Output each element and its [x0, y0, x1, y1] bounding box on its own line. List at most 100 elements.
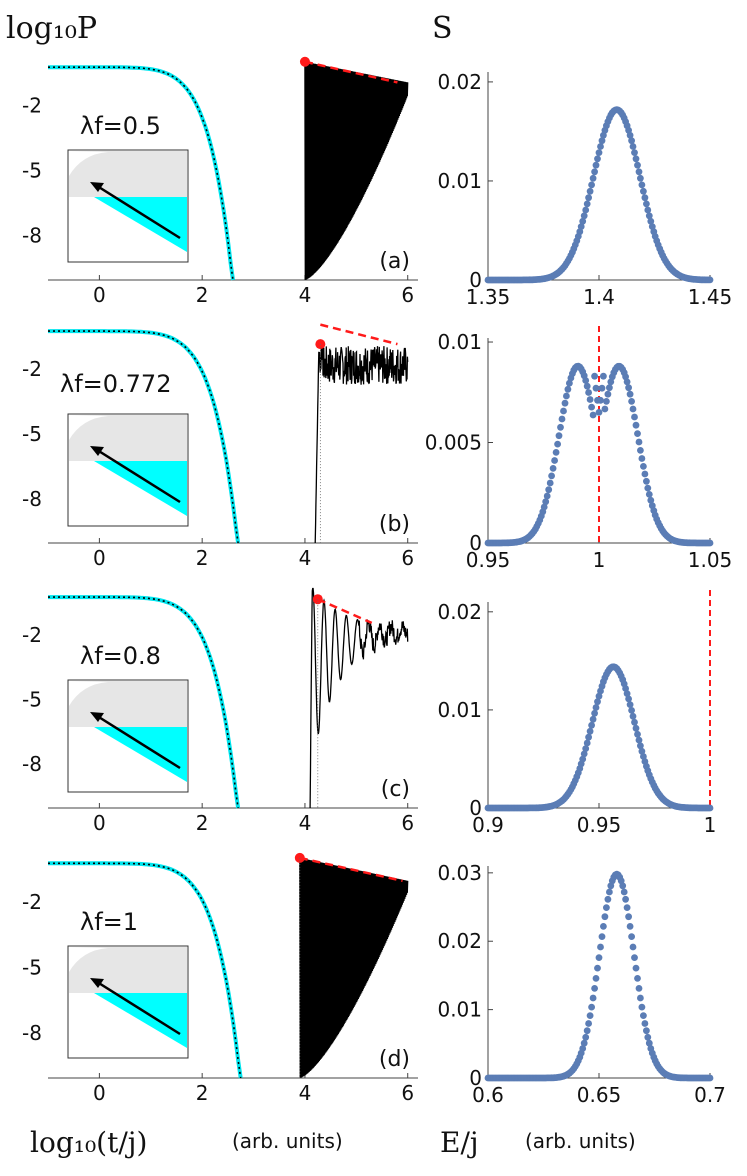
scatter-point — [629, 405, 637, 413]
panel-label: (c) — [381, 777, 410, 802]
x-tick-label: 2 — [196, 1081, 209, 1105]
scatter-point — [623, 904, 631, 911]
inset-gray-region — [69, 947, 187, 993]
right-panel-3: 0 0.01 0.02 0.9 0.95 1 — [437, 590, 716, 837]
scatter-point — [637, 742, 644, 750]
scatter-point — [640, 187, 647, 195]
decay-curve — [48, 330, 239, 544]
inset-arrowhead — [90, 182, 104, 192]
x-tick-label: 0 — [93, 811, 106, 835]
y-tick-label: 0 — [469, 268, 482, 292]
y-tick-label: -2 — [22, 357, 42, 381]
y-tick-label: 0 — [469, 531, 482, 555]
panel-label: (b) — [379, 512, 410, 537]
right-panel-4: 0 0.01 0.02 0.03 0.6 0.65 0.7 — [437, 861, 725, 1107]
envelope-line — [304, 60, 398, 84]
left-ylabel: log₁₀P — [6, 11, 97, 46]
scatter-point — [542, 498, 550, 506]
left-panel-2: 0 2 4 6 -2 -5 -8 λf=0.772 (b) — [22, 323, 418, 570]
scatter-point — [619, 882, 627, 890]
left-panel-4: 0 2 4 6 -2 -5 -8 λf=1 (d) — [22, 852, 418, 1105]
scatter-point — [580, 1039, 588, 1047]
scatter-point — [601, 405, 609, 413]
scatter-point — [706, 539, 714, 547]
scatter-point — [647, 496, 655, 504]
lambda-label: λf=0.772 — [60, 370, 171, 398]
scatter-point — [603, 398, 610, 405]
decay-curve — [48, 66, 234, 281]
x-tick-label: 0 — [93, 283, 106, 307]
scatter-point — [706, 276, 714, 284]
inset-cyan-region — [94, 727, 187, 782]
scatter-point — [591, 372, 598, 380]
envelope-line — [299, 856, 403, 883]
scatter-point — [589, 715, 597, 723]
x-tick-label: 1 — [704, 813, 717, 837]
inset-arrow-shaft — [93, 446, 181, 504]
scatter-point — [551, 457, 558, 464]
scatter-point — [632, 421, 640, 429]
scatter-point — [626, 701, 634, 708]
scatter-point — [625, 384, 632, 392]
inset-arrow-shaft — [93, 978, 181, 1036]
scatter-point — [598, 384, 606, 392]
x-tick-label: 0.95 — [577, 813, 622, 837]
inset-arrowhead — [90, 446, 104, 456]
scatter-point — [557, 423, 564, 431]
scatter-point — [628, 137, 635, 145]
scatter-point — [644, 1033, 652, 1041]
x-tick-label: 6 — [401, 283, 414, 307]
scatter-point — [645, 491, 653, 498]
scatter-point — [637, 447, 644, 454]
inset-arrow-shaft — [93, 712, 181, 770]
inset-cyan-region — [94, 461, 187, 516]
y-tick-label: -2 — [22, 890, 42, 914]
y-tick-label: -8 — [22, 224, 42, 248]
scatter-point — [583, 382, 591, 390]
scatter-point — [604, 390, 612, 398]
scatter-point — [585, 194, 592, 202]
scatter-point — [629, 943, 637, 951]
x-tick-label: 0.9 — [472, 813, 504, 837]
scatter-point — [555, 432, 563, 440]
y-tick-label: 0.02 — [437, 929, 482, 953]
scatter-point — [577, 223, 585, 231]
scatter-point — [706, 804, 714, 812]
revival-curve — [304, 61, 409, 280]
scatter-point — [598, 933, 606, 940]
x-tick-label: 4 — [299, 283, 312, 307]
scatter-point — [625, 913, 632, 921]
scatter-point — [549, 465, 557, 472]
scatter-point — [640, 1012, 647, 1019]
inset-phase-diagram — [67, 149, 189, 263]
x-tick-label: 1.05 — [688, 548, 733, 572]
scatter-point — [598, 137, 606, 145]
scatter-point — [635, 736, 643, 744]
scatter-point — [564, 385, 572, 393]
scatter-point — [641, 1020, 649, 1027]
scatter-point — [585, 1020, 592, 1027]
scatter-point — [591, 985, 598, 992]
scatter-point — [634, 430, 641, 437]
left-panel-1: 0 2 4 6 -2 -5 -8 λf=0.5 (a) — [22, 56, 418, 307]
y-tick-label: 0.01 — [437, 998, 482, 1022]
scatter-point — [632, 155, 640, 163]
x-tick-label: 2 — [196, 546, 209, 570]
scatter-point — [626, 390, 634, 398]
scatter-point — [588, 721, 595, 729]
y-tick-label: 0 — [469, 1066, 482, 1090]
scatter-point — [626, 131, 634, 139]
lambda-label: λf=0.8 — [80, 642, 161, 670]
scatter-point — [626, 923, 634, 930]
inset-arrow-shaft — [93, 182, 181, 240]
scatter-point — [625, 695, 632, 703]
scatter-point — [641, 194, 649, 202]
left-xunits: (arb. units) — [232, 1129, 343, 1153]
scatter-point — [622, 373, 629, 381]
inset-phase-diagram — [67, 413, 189, 527]
scatter-point — [648, 223, 656, 231]
scatter-point — [635, 438, 643, 446]
scatter-point — [561, 399, 569, 407]
inset-white-corner — [69, 947, 108, 972]
y-tick-label: -8 — [22, 1021, 42, 1045]
